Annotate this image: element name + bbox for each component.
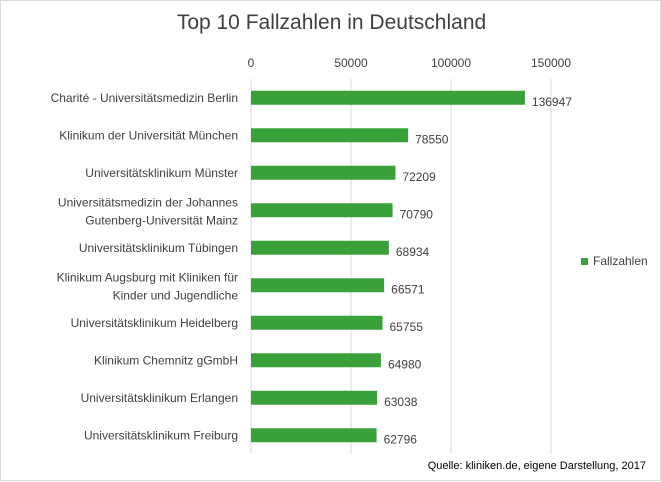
category-label: Universitätsklinikum Freiburg bbox=[84, 428, 238, 442]
data-label: 68934 bbox=[396, 245, 430, 259]
x-tick-label: 100000 bbox=[431, 56, 471, 70]
category-label-line: Universitätsklinikum Heidelberg bbox=[71, 316, 238, 330]
bar bbox=[251, 203, 393, 218]
data-label: 78550 bbox=[415, 132, 449, 146]
category-label-line: Klinikum der Universität München bbox=[59, 128, 238, 142]
category-label-line: Universitätsklinikum Münster bbox=[85, 166, 238, 180]
category-label: Universitätsklinikum Tübingen bbox=[79, 241, 238, 255]
data-label: 70790 bbox=[400, 207, 434, 221]
bar bbox=[251, 428, 377, 443]
x-tick-label: 150000 bbox=[531, 56, 571, 70]
data-label: 72209 bbox=[402, 170, 436, 184]
bar bbox=[251, 90, 525, 105]
bar bbox=[251, 165, 396, 180]
data-label: 66571 bbox=[391, 282, 425, 296]
category-label-line: Universitätsmedizin der Johannes bbox=[58, 195, 238, 209]
bar bbox=[251, 128, 409, 143]
category-label: Universitätsklinikum Heidelberg bbox=[71, 316, 238, 330]
chart-title: Top 10 Fallzahlen in Deutschland bbox=[176, 11, 487, 34]
category-label-line: Klinikum Augsburg mit Kliniken für bbox=[57, 270, 238, 284]
category-label-line: Gutenberg-Universität Mainz bbox=[85, 213, 238, 227]
legend-swatch bbox=[581, 257, 588, 265]
x-tick-label: 0 bbox=[248, 56, 255, 70]
data-label: 63038 bbox=[384, 395, 418, 409]
category-label-line: Universitätsklinikum Erlangen bbox=[81, 391, 238, 405]
bar bbox=[251, 278, 385, 293]
category-label: Universitätsmedizin der Johannes Gutenber… bbox=[58, 195, 238, 227]
bar bbox=[251, 240, 389, 255]
category-label-line: Klinikum Chemnitz gGmbH bbox=[94, 353, 238, 367]
legend: Fallzahlen bbox=[581, 254, 648, 268]
bar bbox=[251, 390, 378, 405]
category-label-line: Universitätsklinikum Tübingen bbox=[79, 241, 238, 255]
bar bbox=[251, 315, 383, 330]
bar bbox=[251, 353, 381, 368]
category-label: Klinikum der Universität München bbox=[59, 128, 238, 142]
category-label-line: Charité - Universitätsmedizin Berlin bbox=[51, 91, 238, 105]
x-tick-label: 50000 bbox=[334, 56, 368, 70]
data-label: 65755 bbox=[390, 320, 424, 334]
data-label: 64980 bbox=[388, 357, 422, 371]
category-label: Charité - Universitätsmedizin Berlin bbox=[51, 91, 238, 105]
category-label: Universitätsklinikum Münster bbox=[85, 166, 238, 180]
data-label: 62796 bbox=[384, 432, 418, 446]
category-label: Universitätsklinikum Erlangen bbox=[81, 391, 238, 405]
legend-label: Fallzahlen bbox=[593, 254, 648, 268]
category-label: Klinikum Chemnitz gGmbH bbox=[94, 353, 238, 367]
category-label-line: Universitätsklinikum Freiburg bbox=[84, 428, 238, 442]
data-label: 136947 bbox=[532, 95, 572, 109]
category-label-line: Kinder und Jugendliche bbox=[113, 288, 239, 302]
category-label: Klinikum Augsburg mit Kliniken für Kinder… bbox=[57, 270, 239, 302]
source-note: Quelle: kliniken.de, eigene Darstellung,… bbox=[427, 460, 646, 472]
